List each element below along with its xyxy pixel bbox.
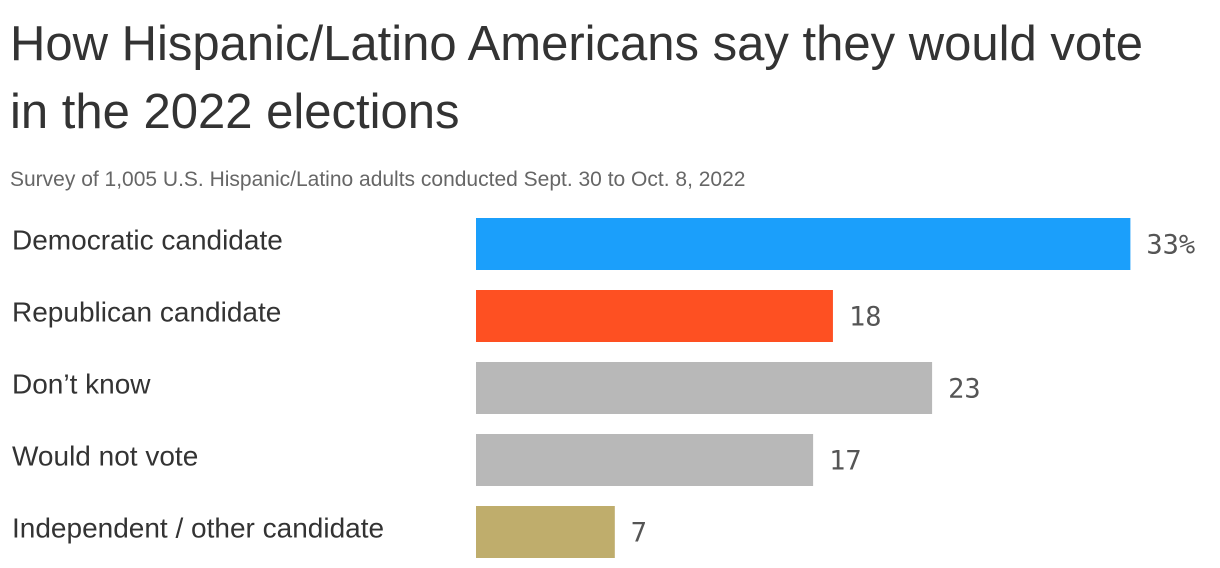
- bar: [476, 434, 814, 486]
- category-label: Don’t know: [12, 368, 151, 399]
- chart-subtitle: Survey of 1,005 U.S. Hispanic/Latino adu…: [10, 168, 746, 191]
- value-label: 23: [948, 374, 981, 405]
- bar: [476, 362, 933, 414]
- value-label: 33%: [1146, 230, 1195, 261]
- category-label: Democratic candidate: [12, 224, 283, 255]
- bar: [476, 290, 833, 342]
- value-label: 17: [829, 446, 862, 477]
- category-label: Independent / other candidate: [12, 512, 384, 543]
- value-label: 7: [631, 518, 647, 549]
- category-label: Republican candidate: [12, 296, 281, 327]
- category-label: Would not vote: [12, 440, 198, 471]
- chart-title: How Hispanic/Latino Americans say they w…: [10, 17, 1144, 139]
- value-label: 18: [849, 302, 882, 333]
- bar: [476, 218, 1131, 270]
- bar: [476, 506, 615, 558]
